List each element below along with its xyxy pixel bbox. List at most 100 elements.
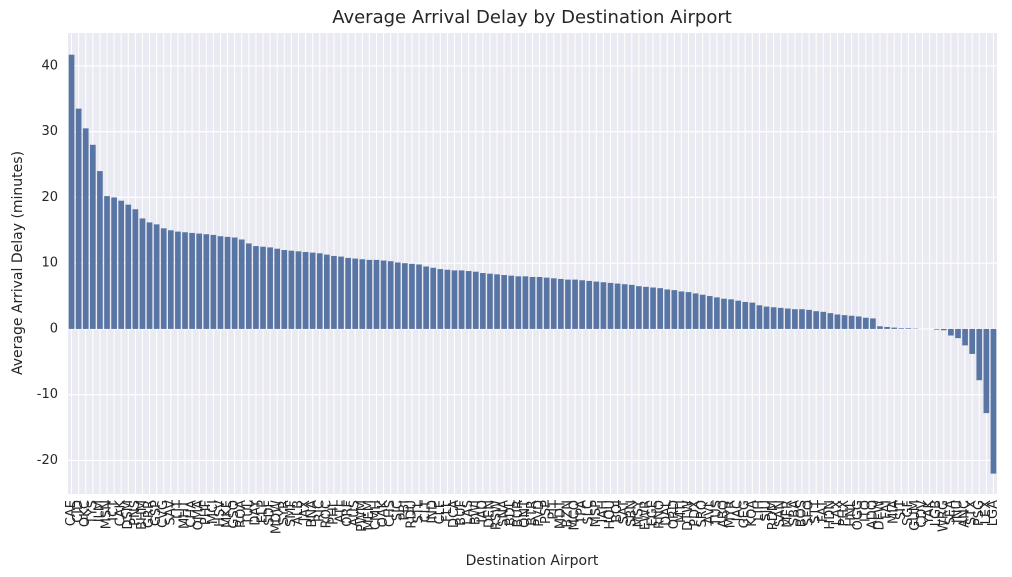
x-tick-label: CVG [156,500,171,528]
bar [685,292,692,329]
bar [153,224,160,329]
x-tick-label: SYR [277,500,292,525]
bar [543,277,550,329]
bar [862,317,869,329]
bar [494,274,500,329]
x-tick-label: SAN [773,500,788,527]
x-tick-label: SDF [263,500,278,526]
x-tick-label: ELP [256,500,271,523]
bar [146,222,153,329]
bar [806,309,812,329]
x-tick-label: OMA [192,500,207,530]
x-tick-label: MDW [270,500,285,534]
x-tick-label: FAT [816,500,831,522]
x-tick-label: EGE [646,500,661,527]
bar [827,313,834,329]
x-tick-label: SBA [787,500,802,526]
bar [437,269,444,329]
x-tick-label: PSG [972,500,987,526]
bar [125,204,132,329]
x-tick-label: CAK [114,500,129,527]
x-tick-label: DCA [447,500,462,528]
x-tick-label: DSM [121,500,136,529]
bar [522,276,529,329]
bar [224,236,231,329]
x-tick-label: STL [412,499,427,523]
bar [189,232,195,329]
bar [749,302,756,329]
x-tick-label: PHL [326,499,341,525]
x-tick-label: STX [965,500,980,525]
bar [714,297,720,329]
x-tick-label: MTJ [674,500,689,523]
x-tick-label: MSY [631,500,646,527]
x-tick-label: BHM [135,500,150,530]
bar [834,314,841,329]
x-tick-label: ILM [92,500,107,522]
bar [139,218,146,329]
bar [636,286,642,329]
x-tick-label: MYR [724,500,739,528]
x-tick-label: RDU [404,500,419,529]
x-tick-label: PVD [532,500,547,527]
bar [260,246,266,329]
x-tick-label: HDN [823,500,838,530]
bar [472,271,479,329]
bar [302,251,309,329]
bar [331,255,337,329]
x-tick-label: CLE [433,500,448,525]
x-tick-label: CHS [383,500,398,527]
x-tick-label: SRQ [695,500,710,528]
bar [820,311,827,329]
x-tick-label: ICT [107,500,122,521]
bar [650,287,656,329]
x-tick-label: ATL [334,499,349,523]
x-tick-label: LEX [979,500,994,524]
bar [409,263,415,329]
x-tick-label: IAH [596,500,611,523]
bar [565,279,571,329]
y-tick-label: -20 [37,453,58,468]
bar [884,326,890,329]
bar [196,233,203,329]
bar [82,128,89,329]
bar [955,328,961,339]
x-tick-label: MIA [887,500,902,524]
x-tick-label: MEM [362,500,377,531]
x-tick-label: PBI [397,500,412,521]
bar [203,234,210,329]
bar [402,263,408,329]
x-tick-label: BOS [794,500,809,527]
bar [182,232,188,329]
bar [316,253,323,329]
bar [763,306,770,329]
bar [777,307,784,329]
bar [614,283,621,329]
bar [444,269,451,329]
x-tick-label: BUF [454,500,469,526]
bar [678,291,685,329]
x-tick-label: RNO [653,500,668,529]
x-tick-label: RSW [490,500,505,530]
x-tick-label: PIT [546,500,561,520]
bar [848,315,855,329]
x-tick-label: SGF [901,500,916,526]
bar [983,328,990,414]
x-tick-label: SIT [894,500,909,520]
bar [167,230,174,329]
bar [990,328,997,474]
x-tick-label: IAD [475,500,490,523]
bar [799,309,805,329]
x-tick-label: ABQ [716,500,731,528]
x-axis-label: Destination Airport [466,553,599,569]
x-tick-label: SLC [582,500,597,525]
x-tick-label: DAY [248,500,263,526]
x-tick-label: JAX [298,500,313,522]
x-tick-label: AUS [348,500,363,527]
bar [770,307,777,329]
x-tick-label: LAS [461,500,476,525]
bar [905,328,912,329]
x-tick-label: HNL [844,499,859,527]
bar [380,260,387,329]
